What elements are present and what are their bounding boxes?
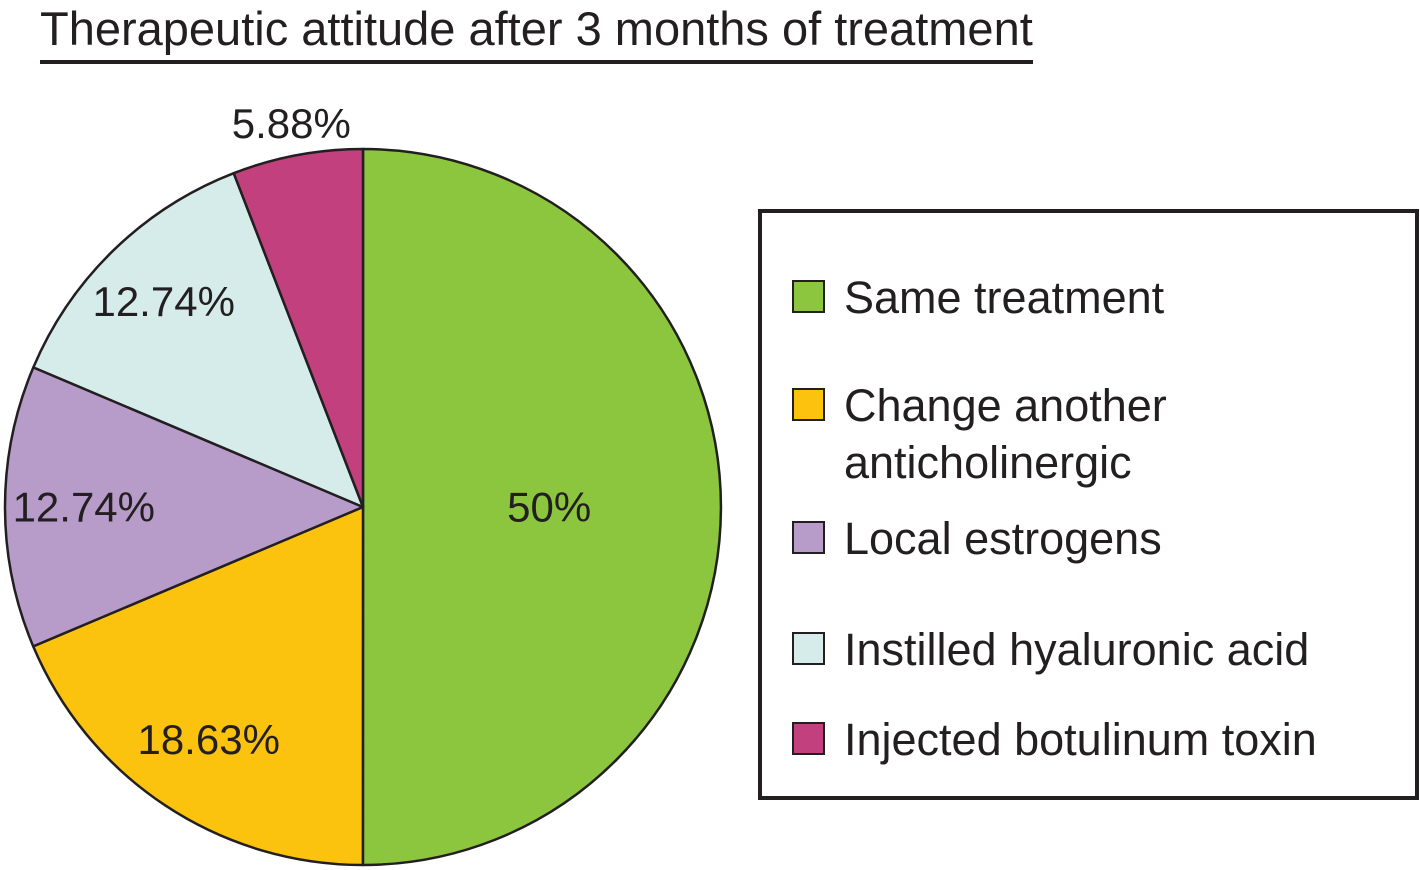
legend-swatch-local-estrogens [792,521,825,554]
legend-item-instilled-hyaluronic-acid: Instilled hyaluronic acid [792,624,1404,678]
slice-value-label-1: 18.63% [137,716,279,763]
legend-label: Injected botulinum toxin [844,714,1317,765]
legend-item-local-estrogens: Local estrogens [792,513,1404,567]
legend-swatch-instilled-hyaluronic-acid [792,632,825,665]
legend-item-same-treatment: Same treatment [792,272,1404,326]
legend-swatch-change-anticholinergic [792,388,825,421]
pie-slice-2 [3,366,365,648]
pie-slice-3 [32,171,365,509]
legend-label: Local estrogens [844,513,1162,564]
slice-value-label-3: 12.74% [92,278,234,325]
legend-label: Change another anticholinergic [844,380,1167,488]
pie-slice-0 [361,147,723,867]
legend-label: Same treatment [844,272,1165,323]
legend-swatch-same-treatment [792,280,825,313]
legend-item-injected-botulinum-toxin: Injected botulinum toxin [792,714,1404,768]
chart-title: Therapeutic attitude after 3 months of t… [40,1,1033,64]
legend-swatch-injected-botulinum-toxin [792,722,825,755]
pie-slice-4 [232,147,365,509]
legend: Same treatment Change another anticholin… [758,209,1419,800]
slice-value-label-0: 50% [507,484,591,531]
slice-value-label-4: 5.88% [232,100,351,147]
legend-label: Instilled hyaluronic acid [844,624,1310,675]
slice-value-label-2: 12.74% [13,483,155,530]
pie-slice-1 [31,505,365,867]
legend-item-change-anticholinergic: Change another anticholinergic [792,380,1404,491]
